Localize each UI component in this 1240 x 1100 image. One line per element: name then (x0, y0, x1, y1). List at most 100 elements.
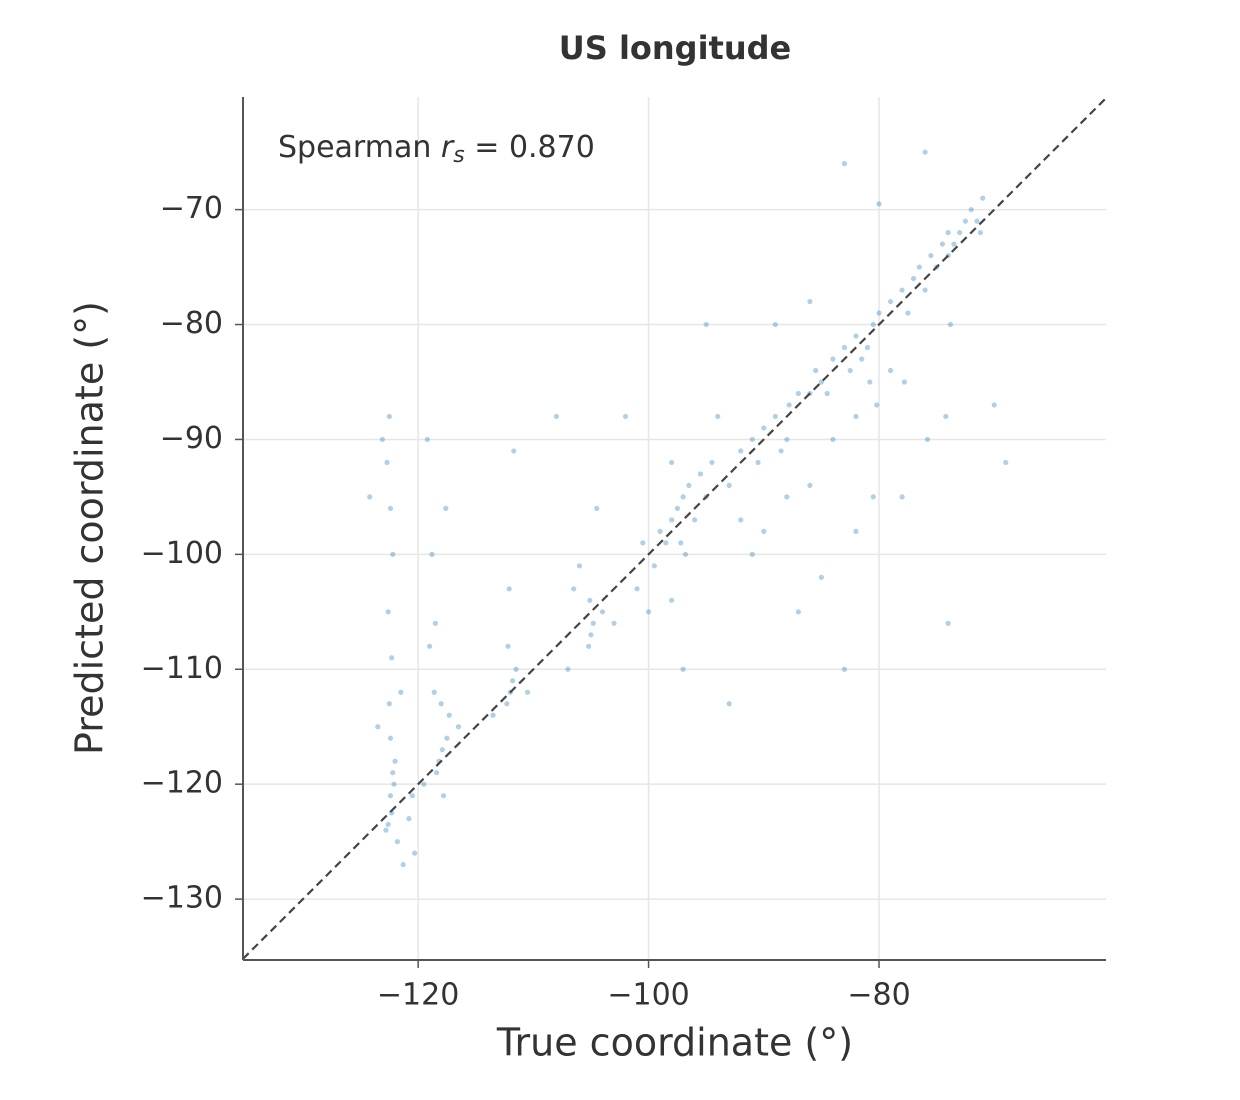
point (916, 264, 922, 270)
point (784, 436, 790, 443)
point (807, 298, 813, 305)
x-tick-label: −120 (377, 978, 459, 1013)
point (678, 540, 684, 546)
point (590, 620, 596, 626)
point (928, 252, 934, 259)
annotation: Spearman rs = 0.870 (278, 130, 595, 173)
point (455, 724, 462, 730)
point (506, 586, 512, 592)
point (663, 540, 669, 546)
point (394, 839, 400, 845)
point (389, 655, 395, 661)
point (876, 310, 882, 316)
point (576, 563, 583, 569)
point (962, 218, 969, 224)
point (859, 356, 865, 362)
point (910, 275, 917, 282)
point (387, 793, 394, 799)
point (440, 793, 447, 799)
point (513, 666, 519, 672)
point (786, 402, 792, 408)
point (367, 494, 373, 500)
point (887, 298, 894, 305)
point (427, 643, 433, 649)
point (864, 344, 871, 351)
point (375, 724, 381, 730)
point (901, 379, 907, 385)
point (807, 482, 813, 489)
x-tick-label: −100 (607, 978, 689, 1013)
y-tick-label: −130 (141, 881, 223, 916)
point (680, 494, 686, 500)
point (390, 770, 396, 776)
point (400, 862, 406, 868)
chart-title: US longitude (559, 29, 791, 67)
point (738, 517, 744, 523)
point (697, 471, 704, 477)
point (887, 367, 894, 374)
point (587, 597, 593, 603)
point (412, 850, 418, 856)
point (553, 413, 559, 420)
point (703, 321, 709, 328)
point (680, 666, 686, 672)
point (870, 321, 876, 328)
point (874, 402, 880, 408)
point (424, 436, 430, 443)
point (651, 563, 657, 569)
point (830, 356, 836, 362)
point (772, 413, 778, 420)
point (387, 735, 394, 741)
point (392, 758, 398, 764)
point (749, 436, 755, 443)
point (905, 310, 911, 316)
point (438, 701, 444, 707)
point (709, 459, 715, 466)
point (761, 425, 767, 431)
point (784, 494, 790, 500)
point (384, 459, 390, 466)
y-tick-label: −70 (160, 191, 223, 226)
y-tick-label: −80 (160, 306, 223, 341)
point (446, 712, 452, 718)
point (682, 551, 689, 557)
point (686, 482, 692, 489)
point (977, 229, 984, 236)
point (433, 770, 440, 776)
point (899, 287, 905, 293)
point (443, 505, 449, 511)
point (385, 609, 391, 615)
point (657, 528, 663, 534)
point (586, 643, 592, 649)
point (669, 597, 675, 603)
point (968, 207, 974, 213)
point (674, 505, 680, 511)
x-tick-label: −80 (847, 978, 910, 1013)
point (939, 241, 945, 247)
point (870, 494, 876, 500)
point (824, 390, 830, 397)
point (431, 689, 437, 695)
point (594, 505, 600, 511)
point (945, 620, 951, 626)
point (669, 517, 675, 523)
point (386, 701, 392, 707)
point (565, 666, 571, 672)
point (504, 701, 510, 707)
point (876, 201, 882, 207)
point (772, 321, 778, 328)
point (622, 413, 629, 420)
point (951, 241, 957, 247)
point (406, 816, 412, 822)
point (692, 517, 698, 523)
point (511, 448, 517, 454)
point (853, 528, 859, 534)
point (391, 781, 397, 787)
point (899, 494, 905, 500)
point (432, 620, 439, 626)
point (867, 379, 873, 385)
plot-area: −120 −100 −80 −130 −120 −110 −100 −90 −80 −70 (141, 97, 1107, 1013)
y-axis-label: Predicted coordinate (°) (68, 301, 112, 755)
y-tick-label: −90 (160, 421, 223, 456)
